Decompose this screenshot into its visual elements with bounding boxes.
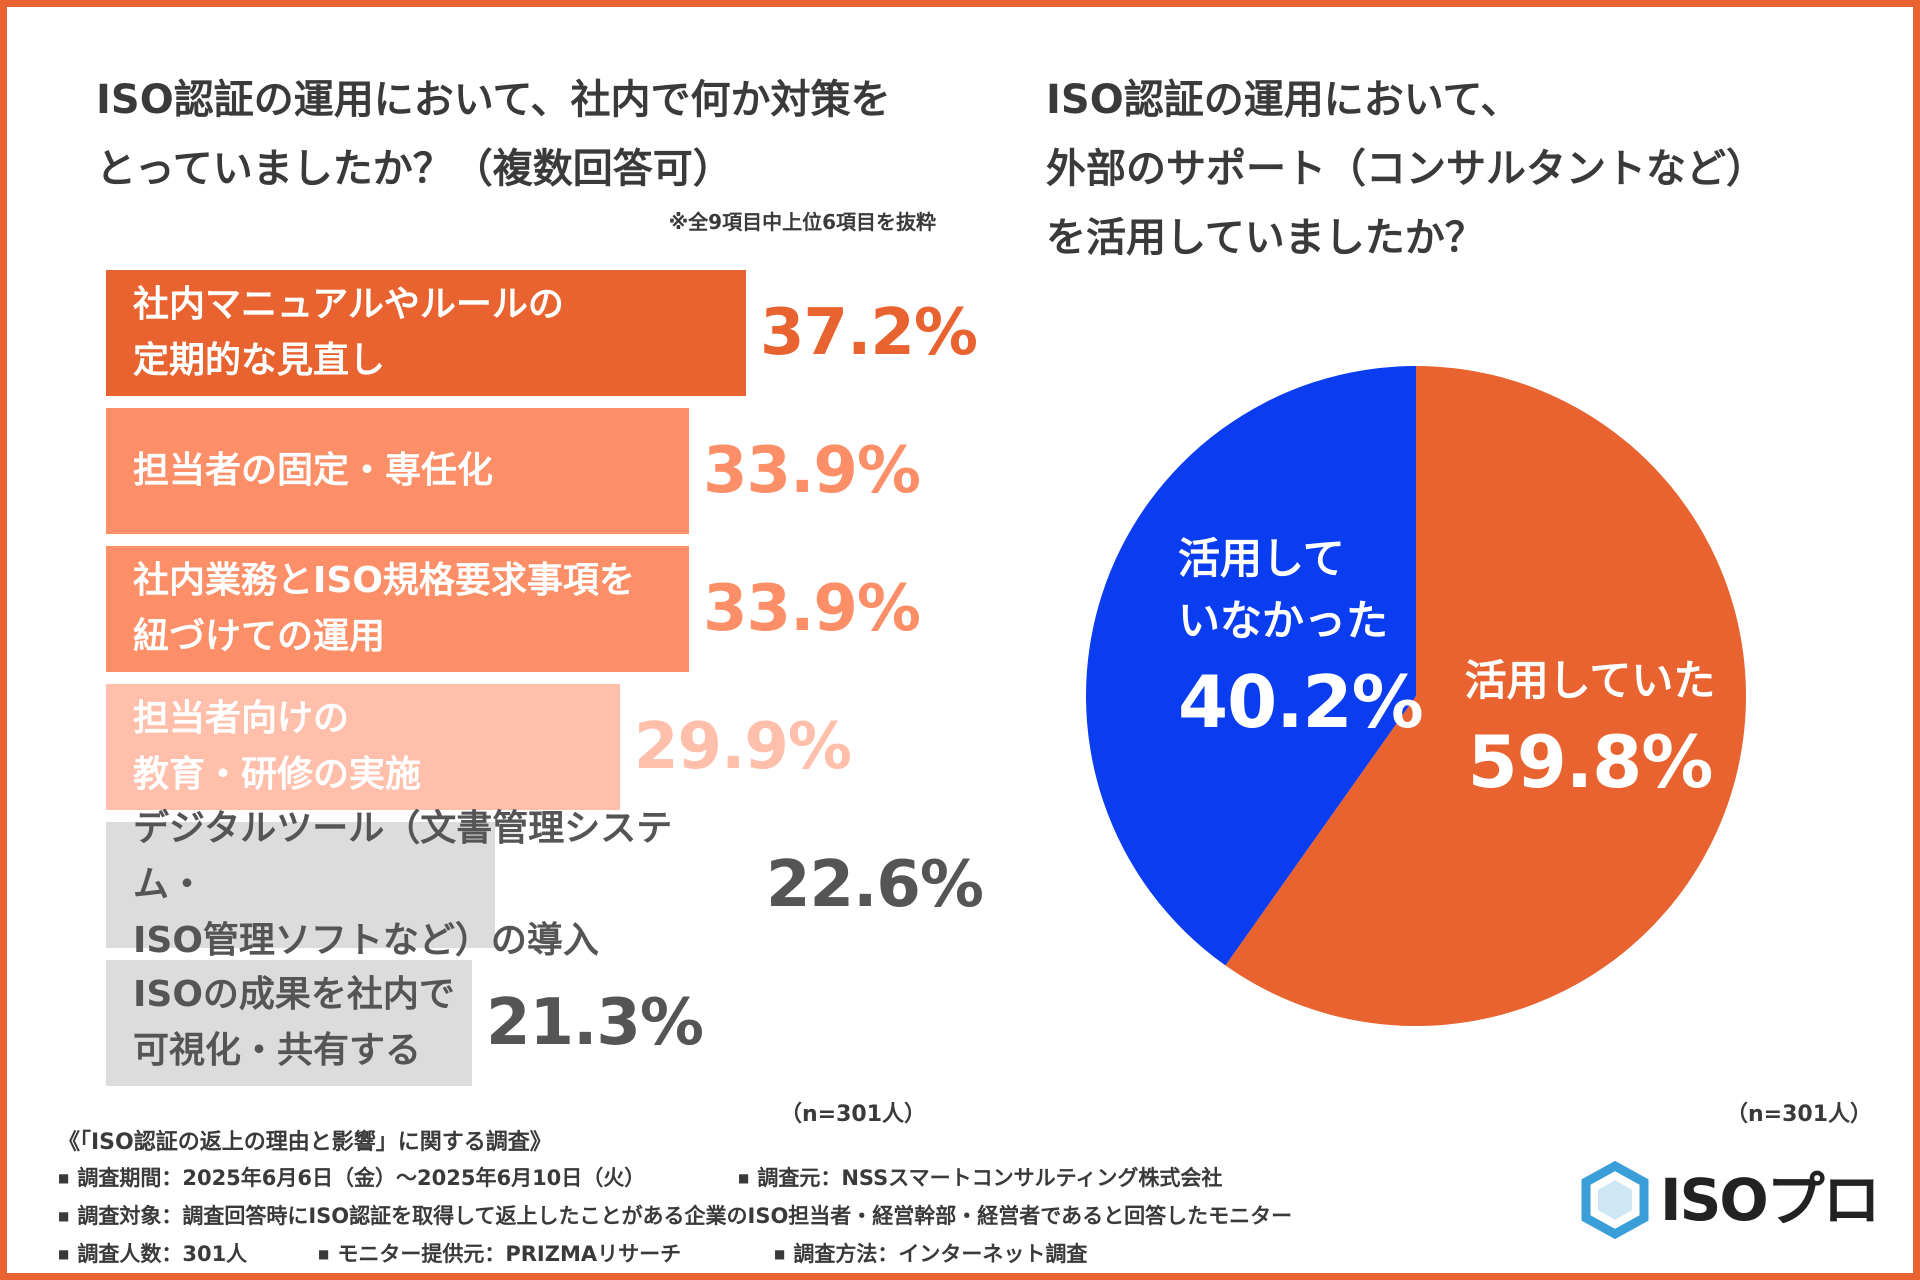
pie-chart bbox=[1085, 366, 1746, 1026]
bar-label-2: 担当者の固定・専任化 bbox=[133, 450, 494, 491]
bar-value-4: 29.9% bbox=[634, 710, 852, 784]
pie-slice-value-used: 59.8% bbox=[1467, 720, 1714, 804]
pie-slice-value-not-used: 40.2% bbox=[1178, 660, 1424, 744]
bar-label-4: 担当者向けの 教育・研修の実施 bbox=[133, 698, 422, 795]
bar-label-3: 社内業務とISO規格要求事項を 紐づけての運用 bbox=[133, 560, 635, 657]
left-chart-title: ISO認証の運用において、社内で何か対策を とっていましたか？（複数回答可） bbox=[96, 77, 891, 192]
footer-title: 《「ISO認証の返上の理由と影響」に関する調査》 bbox=[58, 1130, 552, 1155]
bar-3 bbox=[106, 546, 689, 672]
survey-footer: 《「ISO認証の返上の理由と影響」に関する調査》 調査期間：2025年6月6日（… bbox=[58, 1124, 1558, 1272]
survey-source: 調査元：NSSスマートコンサルティング株式会社 bbox=[738, 1162, 1222, 1192]
pie-slice-1 bbox=[1225, 366, 1746, 1026]
bar-4 bbox=[106, 684, 620, 810]
survey-count: 調査人数：301人 bbox=[58, 1238, 318, 1268]
right-sample-size: （n=301人） bbox=[1726, 1102, 1873, 1127]
pie-label-used: 活用していた 59.8% bbox=[1440, 650, 1740, 812]
bar-value-1: 37.2% bbox=[760, 296, 978, 370]
bar-value-5: 22.6% bbox=[766, 848, 984, 922]
pie-slice-2 bbox=[1085, 366, 1416, 966]
isopro-logo: ISOプロ bbox=[1580, 1160, 1881, 1240]
survey-method: 調査方法：インターネット調査 bbox=[774, 1238, 1087, 1268]
bar-6 bbox=[106, 960, 472, 1086]
bar-value-3: 33.9% bbox=[703, 572, 921, 646]
survey-period: 調査期間：2025年6月6日（金）～2025年6月10日（火） bbox=[58, 1162, 738, 1192]
bar-value-2: 33.9% bbox=[703, 434, 921, 508]
bar-label-1: 社内マニュアルやルールの 定期的な見直し bbox=[133, 284, 564, 381]
pie-slice-label-used: 活用していた bbox=[1464, 656, 1716, 705]
right-chart-title: ISO認証の運用において、 外部のサポート（コンサルタントなど） を活用していま… bbox=[1046, 77, 1766, 261]
pie-label-not-used: 活用して いなかった 40.2% bbox=[1178, 528, 1438, 752]
bar-label-6: ISOの成果を社内で 可視化・共有する bbox=[133, 974, 455, 1071]
bar-1 bbox=[106, 270, 746, 396]
logo-text: ISOプロ bbox=[1660, 1166, 1881, 1234]
excerpt-note: ※全9項目中上位6項目を抜粋 bbox=[668, 210, 936, 234]
pie-slice-label-not-used: 活用して いなかった bbox=[1178, 534, 1389, 645]
bar-2 bbox=[106, 408, 689, 534]
hexagon-logo-icon bbox=[1581, 1160, 1649, 1240]
survey-target: 調査対象：調査回答時にISO認証を取得して返上したことがある企業のISO担当者・… bbox=[58, 1200, 1292, 1230]
bar-5 bbox=[106, 822, 495, 948]
left-sample-size: （n=301人） bbox=[780, 1102, 927, 1127]
survey-provider: モニター提供元：PRIZMAリサーチ bbox=[318, 1238, 774, 1268]
bar-value-6: 21.3% bbox=[486, 986, 704, 1060]
bar-label-5: デジタルツール（文書管理システム・ ISO管理ソフトなど）の導入 bbox=[133, 808, 673, 961]
